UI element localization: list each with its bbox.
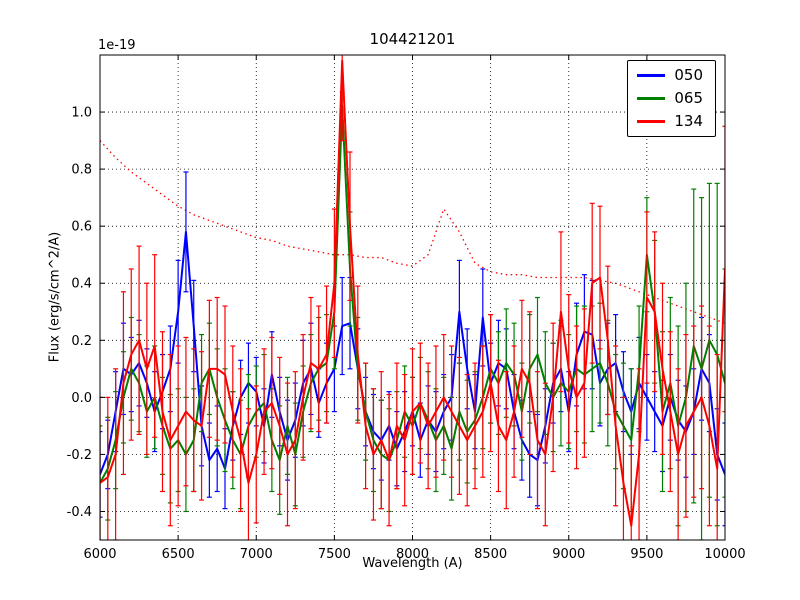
svg-text:9500: 9500 xyxy=(630,547,663,562)
svg-text:-0.2: -0.2 xyxy=(67,448,92,463)
svg-text:0.8: 0.8 xyxy=(71,163,92,178)
svg-text:9000: 9000 xyxy=(552,547,585,562)
legend-line-swatch-red xyxy=(637,120,666,123)
legend-line-swatch-blue xyxy=(637,74,666,77)
svg-text:7000: 7000 xyxy=(240,547,273,562)
y-axis-offset-label: 1e-19 xyxy=(98,38,136,53)
legend-item-050: 050 xyxy=(637,66,703,85)
chart-title: 104421201 xyxy=(369,30,456,48)
svg-text:1.0: 1.0 xyxy=(71,106,92,121)
svg-text:7500: 7500 xyxy=(318,547,351,562)
x-axis-label: Wavelength (A) xyxy=(362,556,463,571)
legend-label: 065 xyxy=(674,89,703,107)
svg-text:0.6: 0.6 xyxy=(71,220,92,235)
svg-text:6000: 6000 xyxy=(83,547,116,562)
legend-item-134: 134 xyxy=(637,112,703,131)
svg-text:0.4: 0.4 xyxy=(71,277,92,292)
legend-line-swatch-green xyxy=(637,97,666,100)
svg-text:8000: 8000 xyxy=(396,547,429,562)
y-axis-label: Flux (erg/s/cm^2/A) xyxy=(47,231,63,363)
legend-label: 134 xyxy=(674,112,703,130)
svg-text:0.0: 0.0 xyxy=(71,391,92,406)
svg-text:-0.4: -0.4 xyxy=(67,505,92,520)
legend-item-065: 065 xyxy=(637,89,703,108)
legend: 050 065 134 xyxy=(627,60,716,137)
legend-label: 050 xyxy=(674,66,703,84)
svg-text:0.2: 0.2 xyxy=(71,334,92,349)
svg-text:10000: 10000 xyxy=(704,547,745,562)
svg-text:6500: 6500 xyxy=(162,547,195,562)
svg-text:8500: 8500 xyxy=(474,547,507,562)
